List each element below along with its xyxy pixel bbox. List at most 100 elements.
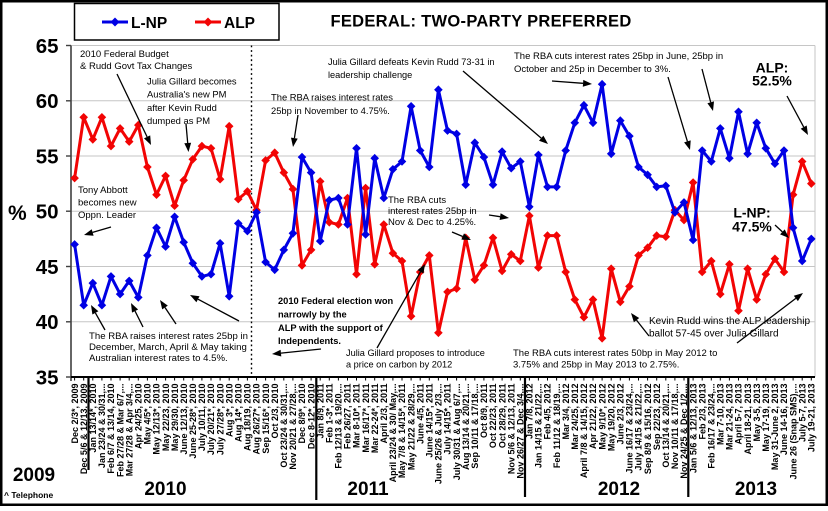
- svg-text:May 29/30, 2010: May 29/30, 2010: [170, 384, 180, 452]
- svg-text:July 14/15*, 2011: July 14/15*, 2011: [443, 384, 453, 455]
- svg-text:Independents.: Independents.: [278, 336, 341, 346]
- svg-text:June 25/26 & July 2/3,...: June 25/26 & July 2/3,...: [434, 384, 444, 485]
- svg-text:2010 Federal election won: 2010 Federal election won: [278, 296, 394, 306]
- svg-text:Jan 8/9, 2011: Jan 8/9, 2011: [315, 384, 325, 439]
- svg-text:Julia Gillard defeats Kevin Ru: Julia Gillard defeats Kevin Rudd 73-31 i…: [328, 57, 495, 67]
- svg-text:& Rudd Govt Tax Changes: & Rudd Govt Tax Changes: [80, 61, 193, 72]
- svg-text:June 26 (Snap SMS),...: June 26 (Snap SMS),...: [788, 384, 798, 480]
- svg-text:Dec 5/6 & 12/13, 2009: Dec 5/6 & 12/13, 2009: [79, 384, 89, 475]
- svg-text:Sep 10/11 & 17/18,...: Sep 10/11 & 17/18,...: [470, 384, 480, 469]
- svg-text:May 3-5, 2013: May 3-5, 2013: [752, 384, 762, 442]
- svg-text:Kevin Rudd wins the ALP leader: Kevin Rudd wins the ALP leadership: [649, 316, 810, 327]
- svg-text:ballot 57-45 over Julia Gillar: ballot 57-45 over Julia Gillard: [649, 328, 779, 339]
- svg-text:July 19-21, 2013: July 19-21, 2013: [807, 384, 817, 453]
- svg-text:Jan 14/15 & 21/22,...: Jan 14/15 & 21/22,...: [534, 384, 544, 469]
- svg-text:ALP: ALP: [224, 15, 255, 32]
- svg-text:May 9/10*, 2012: May 9/10*, 2012: [597, 384, 607, 450]
- svg-text:2009: 2009: [13, 465, 55, 486]
- svg-text:40: 40: [36, 311, 59, 334]
- svg-text:Oct 13/14 & 20/21,...: Oct 13/14 & 20/21,...: [661, 384, 671, 468]
- svg-text:Dec 8/9*, 2010: Dec 8/9*, 2010: [297, 384, 307, 444]
- svg-text:narrowly by the: narrowly by the: [278, 309, 347, 319]
- svg-text:Dec 2/3*, 2009: Dec 2/3*, 2009: [70, 384, 80, 444]
- svg-text:Feb 12/13 & 19/20,...: Feb 12/13 & 19/20,...: [334, 384, 344, 469]
- svg-text:L-NP: L-NP: [131, 15, 167, 32]
- svg-text:Nov 10/11 & 17/18,...: Nov 10/11 & 17/18,...: [670, 384, 680, 470]
- svg-text:Aug 3*, 2010: Aug 3*, 2010: [224, 384, 234, 438]
- svg-text:Feb 6/7 & 13/14, 2010: Feb 6/7 & 13/14, 2010: [106, 384, 116, 474]
- svg-text:Feb 4/5, 2012: Feb 4/5, 2012: [543, 384, 553, 440]
- svg-text:June 12/13, 2010: June 12/13, 2010: [179, 384, 189, 455]
- svg-text:Dec 8-12*, 2010: Dec 8-12*, 2010: [306, 384, 316, 450]
- svg-text:60: 60: [36, 90, 59, 113]
- svg-text:July 27/28*, 2010: July 27/28*, 2010: [215, 384, 225, 456]
- svg-text:Feb 11/12 & 18/19,...: Feb 11/12 & 18/19,...: [552, 384, 562, 469]
- svg-text:December, March, April & May t: December, March, April & May taking: [89, 342, 247, 353]
- svg-text:52.5%: 52.5%: [752, 73, 792, 89]
- svg-text:April 23/24 & 30/ May,...: April 23/24 & 30/ May,...: [388, 384, 398, 483]
- svg-text:Julia Gillard proposes to intr: Julia Gillard proposes to introduce: [346, 348, 485, 358]
- svg-text:June 2/3, 2012: June 2/3, 2012: [616, 384, 626, 445]
- svg-text:Apr 21/22, 2012: Apr 21/22, 2012: [588, 384, 598, 450]
- svg-text:L-NP:: L-NP:: [733, 205, 770, 221]
- svg-text:June 14-16, 2013: June 14-16, 2013: [779, 384, 789, 456]
- svg-text:55: 55: [36, 145, 59, 168]
- svg-text:3.75% and 25bp in May 2013 to: 3.75% and 25bp in May 2013 to 2.75%.: [513, 359, 679, 370]
- svg-text:Aug 13/14 & 20/21,...: Aug 13/14 & 20/21,...: [461, 384, 471, 471]
- svg-text:Sep 8/9 & 15/16, 2012: Sep 8/9 & 15/16, 2012: [643, 384, 653, 475]
- svg-text:dumped as PM: dumped as PM: [147, 115, 210, 126]
- svg-text:Mar 27/28 & Apr 3/4,...: Mar 27/28 & Apr 3/4,...: [124, 384, 134, 477]
- svg-text:Feb 2/3, 2013: Feb 2/3, 2013: [697, 384, 707, 440]
- svg-text:The RBA raises interest rates: The RBA raises interest rates: [271, 92, 393, 103]
- svg-text:Oct 8/9, 2011: Oct 8/9, 2011: [479, 384, 489, 439]
- svg-text:interest rates 25bp in: interest rates 25bp in: [388, 206, 477, 217]
- svg-text:Australian interest rates to 4: Australian interest rates to 4.5%.: [89, 353, 228, 364]
- svg-text:after Kevin Rudd: after Kevin Rudd: [147, 102, 217, 113]
- svg-text:May 31-June 2, 2013: May 31-June 2, 2013: [770, 384, 780, 471]
- svg-text:65: 65: [36, 35, 59, 58]
- svg-text:October and 25p in December to: October and 25p in December to 3%.: [514, 64, 671, 75]
- svg-text:%: %: [8, 202, 27, 225]
- svg-text:May 21/22 & 28/29,...: May 21/22 & 28/29,...: [406, 384, 416, 471]
- svg-text:Jan 5/6 & 12/13, 2013: Jan 5/6 & 12/13, 2013: [688, 384, 698, 474]
- svg-text:becomes new: becomes new: [78, 198, 137, 209]
- svg-text:Nov 24/25 & Dec 1/2,...: Nov 24/25 & Dec 1/2,...: [679, 384, 689, 479]
- svg-text:May 7/8 & 14/15*, 2011: May 7/8 & 14/15*, 2011: [397, 384, 407, 479]
- svg-text:Oct 28/29, 2011: Oct 28/29, 2011: [497, 384, 507, 449]
- svg-text:2010: 2010: [144, 479, 186, 500]
- svg-text:Sep 15/16*, 2010: Sep 15/16*, 2010: [261, 384, 271, 454]
- svg-text:April 2/3, 2011: April 2/3, 2011: [379, 384, 389, 444]
- svg-text:Feb 1-3*, 2011: Feb 1-3*, 2011: [325, 384, 335, 444]
- svg-text:June 14/15*, 2011: June 14/15*, 2011: [425, 384, 435, 458]
- svg-text:May 17-19, 2013: May 17-19, 2013: [761, 384, 771, 452]
- svg-text:Nov 5/6 & 12/13, 2011: Nov 5/6 & 12/13, 2011: [506, 384, 516, 475]
- svg-text:June 25-28*, 2010: June 25-28*, 2010: [188, 384, 198, 459]
- svg-text:2013: 2013: [735, 479, 777, 500]
- svg-text:FEDERAL: TWO-PARTY PREFERRED: FEDERAL: TWO-PARTY PREFERRED: [330, 13, 631, 31]
- svg-text:The RBA raises interest rates: The RBA raises interest rates 25bp in: [89, 331, 248, 342]
- svg-text:leadership challenge: leadership challenge: [328, 70, 412, 80]
- svg-text:Apr 24/25, 2010: Apr 24/25, 2010: [134, 384, 144, 450]
- svg-text:Mar 16/17*, 2011: Mar 16/17*, 2011: [361, 384, 371, 453]
- svg-text:Tony Abbott: Tony Abbott: [78, 185, 128, 196]
- svg-text:July 30/31 & Aug 6/7,...: July 30/31 & Aug 6/7,...: [452, 384, 462, 481]
- svg-text:Feb 16/17 & 23/24,...: Feb 16/17 & 23/24,...: [707, 384, 717, 469]
- svg-text:Aug 18/19, 2010: Aug 18/19, 2010: [243, 384, 253, 452]
- svg-text:July 20/21*, 2010: July 20/21*, 2010: [206, 384, 216, 456]
- svg-text:Nov & Dec to 4.25%.: Nov & Dec to 4.25%.: [388, 217, 476, 228]
- svg-text:Julia Gillard becomes: Julia Gillard becomes: [147, 75, 237, 86]
- svg-text:Oct 2/3, 2010: Oct 2/3, 2010: [270, 384, 280, 439]
- svg-text:Mar 21-24, 2013: Mar 21-24, 2013: [725, 384, 735, 451]
- svg-text:The RBA cuts interest rates 50: The RBA cuts interest rates 50bp in May …: [513, 348, 717, 359]
- svg-text:The RBA cuts interest rates 25: The RBA cuts interest rates 25bp in June…: [514, 51, 723, 62]
- svg-text:2010 Federal Budget: 2010 Federal Budget: [80, 49, 169, 60]
- svg-text:ALP:: ALP:: [756, 60, 789, 76]
- svg-text:July 5-7, 2013: July 5-7, 2013: [797, 384, 807, 443]
- svg-text:Australia's new PM: Australia's new PM: [147, 89, 227, 100]
- svg-text:Oppn. Leader: Oppn. Leader: [78, 210, 136, 221]
- svg-text:May 19/20, 2012: May 19/20, 2012: [606, 384, 616, 452]
- svg-text:a price on carbon by 2012: a price on carbon by 2012: [346, 359, 452, 369]
- svg-text:Mar 22-24*, 2011: Mar 22-24*, 2011: [370, 384, 380, 454]
- svg-text:25bp in November to 4.75%.: 25bp in November to 4.75%.: [271, 105, 390, 116]
- svg-text:47.5%: 47.5%: [732, 219, 772, 235]
